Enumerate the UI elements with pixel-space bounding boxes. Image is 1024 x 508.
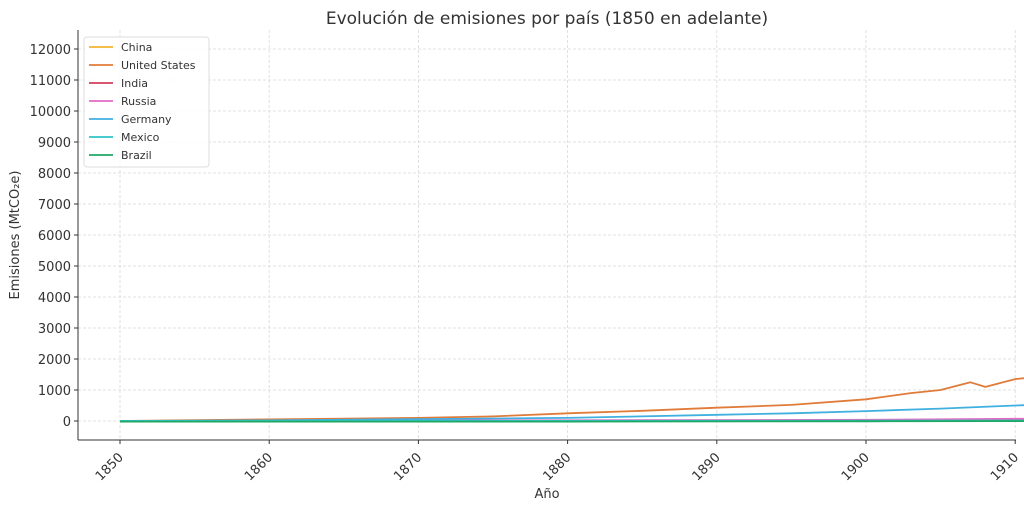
y-tick-label: 2000 bbox=[38, 353, 71, 368]
legend-box bbox=[83, 36, 210, 168]
series-line-china bbox=[119, 419, 1024, 422]
legend-label: Brazil bbox=[121, 149, 152, 162]
y-tick-label: 3000 bbox=[38, 322, 71, 337]
y-tick-label: 8000 bbox=[38, 167, 71, 182]
x-ticks: 1850186018701880189019001910192019301940… bbox=[93, 440, 1022, 484]
y-ticks: 0 1000 2000 3000 4000 5000 6000 7000 8000 9000 100… bbox=[30, 43, 78, 430]
y-tick-label: 9000 bbox=[38, 136, 71, 151]
series-line-germany bbox=[119, 404, 1024, 422]
legend-label: United States bbox=[121, 59, 196, 72]
chart-title: Evolución de emisiones por país (1850 en… bbox=[326, 9, 768, 29]
y-tick-label: 1000 bbox=[38, 384, 71, 399]
gridlines bbox=[78, 30, 1016, 440]
x-tick-label: 1900 bbox=[839, 450, 873, 484]
legend-label: Mexico bbox=[121, 131, 160, 144]
y-tick-label: 0 bbox=[63, 415, 71, 430]
x-tick-label: 1890 bbox=[690, 450, 724, 484]
series-line-russia bbox=[119, 417, 1024, 422]
x-tick-label: 1860 bbox=[242, 450, 276, 484]
legend: China United States India Russia Germany Mexi… bbox=[83, 36, 210, 168]
y-axis-title: Emisiones (MtCO₂e) bbox=[8, 171, 23, 300]
series-lines bbox=[119, 377, 1024, 423]
series-line-united-states bbox=[119, 377, 1024, 422]
y-tick-label: 6000 bbox=[38, 229, 71, 244]
y-tick-label: 11000 bbox=[30, 74, 71, 89]
legend-label: Russia bbox=[121, 95, 156, 108]
x-tick-label: 1910 bbox=[988, 450, 1022, 484]
y-tick-label: 10000 bbox=[30, 105, 71, 120]
x-axis-title: Año bbox=[534, 487, 559, 502]
legend-label: China bbox=[121, 41, 152, 54]
x-tick-label: 1880 bbox=[540, 450, 574, 484]
y-tick-label: 5000 bbox=[38, 260, 71, 275]
y-tick-label: 12000 bbox=[30, 43, 71, 58]
y-tick-label: 4000 bbox=[38, 291, 71, 306]
x-tick-label: 1850 bbox=[93, 450, 127, 484]
legend-label: India bbox=[121, 77, 148, 90]
x-tick-label: 1870 bbox=[391, 450, 425, 484]
y-tick-label: 7000 bbox=[38, 198, 71, 213]
legend-label: Germany bbox=[121, 113, 172, 126]
series-line-india bbox=[119, 419, 1024, 422]
